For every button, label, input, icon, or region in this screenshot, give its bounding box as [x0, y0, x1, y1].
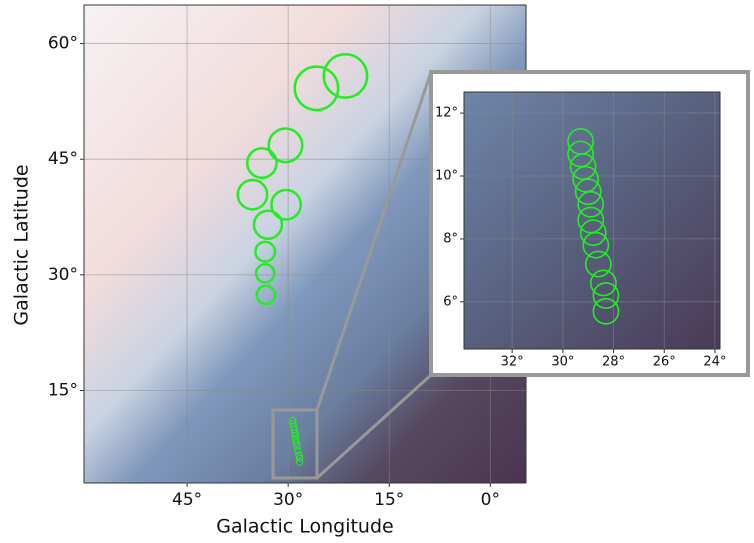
y-tick-label: 12° [435, 106, 458, 121]
x-tick-label: 26° [653, 355, 676, 370]
y-tick-label: 10° [435, 168, 458, 183]
x-axis-title: Galactic Longitude [216, 516, 393, 538]
x-tick-label: 32° [501, 355, 524, 370]
x-tick-label: 30° [551, 355, 574, 370]
y-tick-label: 15° [48, 380, 78, 400]
x-tick-label: 30° [273, 490, 303, 510]
y-tick-label: 45° [48, 149, 78, 169]
figure: Galactic Longitude Galactic Latitude 45°… [0, 0, 754, 543]
x-tick-label: 24° [703, 355, 726, 370]
y-tick-label: 60° [48, 34, 78, 54]
x-tick-label: 15° [374, 490, 404, 510]
x-tick-label: 45° [172, 490, 202, 510]
y-axis-title: Galactic Latitude [11, 164, 33, 325]
x-tick-label: 0° [481, 490, 500, 510]
y-tick-label: 30° [48, 265, 78, 285]
x-tick-label: 28° [602, 355, 625, 370]
y-tick-label: 8° [443, 231, 458, 246]
y-tick-label: 6° [443, 294, 458, 309]
